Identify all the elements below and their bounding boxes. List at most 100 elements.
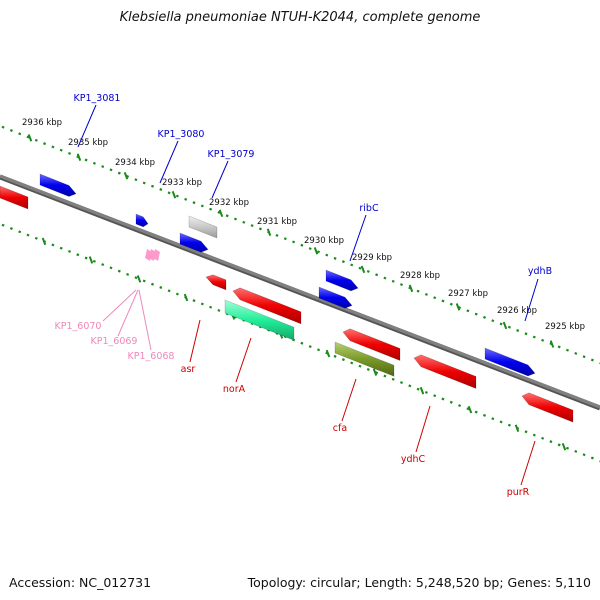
lower-tick-dot (341, 358, 345, 362)
gene-label-KP1_3079: KP1_3079 (208, 149, 255, 160)
lower-tick-dot (499, 420, 503, 424)
lower-major-tick (88, 256, 94, 264)
gene-label-KP1_6070: KP1_6070 (55, 321, 102, 332)
lower-tick-dot (1, 223, 5, 227)
scale-label-2928: 2928 kbp (400, 271, 440, 281)
upper-tick-dot (333, 256, 337, 260)
lower-tick-dot (9, 227, 13, 230)
upper-tick-dot (283, 237, 287, 241)
leader-line-ribC (349, 214, 367, 262)
lower-major-tick (419, 386, 425, 395)
upper-tick-dot (532, 335, 536, 339)
backbone-layer (0, 174, 600, 411)
upper-major-tick (360, 265, 366, 274)
lower-tick-dot (59, 246, 63, 250)
upper-tick-dot (590, 358, 594, 362)
lower-tick-dot (383, 374, 387, 378)
scale-label-2925: 2925 kbp (545, 322, 585, 332)
gene-label-KP1_3081: KP1_3081 (74, 93, 121, 104)
upper-tick-dot (507, 325, 511, 329)
lower-tick-dot (101, 263, 105, 267)
upper-tick-dot (541, 338, 545, 342)
leader-line-KP1_3081 (77, 104, 97, 148)
scale-label-2930: 2930 kbp (304, 236, 344, 246)
upper-tick-dot (209, 207, 213, 211)
lower-tick-dot (192, 299, 196, 303)
upper-tick-dot (292, 240, 296, 244)
upper-major-tick (171, 190, 177, 199)
lower-tick-dot (76, 253, 80, 257)
upper-tick-dot (258, 227, 262, 231)
gene-label-KP1_6069: KP1_6069 (91, 336, 138, 347)
lower-tick-dot (150, 282, 155, 286)
leader-line-KP1_6069 (117, 289, 139, 337)
lower-major-tick (41, 237, 47, 246)
upper-tick-dot (366, 270, 370, 273)
backbone-line (0, 174, 600, 409)
lower-tick-dot (590, 456, 594, 460)
upper-tick-dot (416, 289, 420, 293)
upper-tick-dot (84, 158, 88, 162)
upper-tick-dot (92, 161, 96, 165)
upper-tick-dot (466, 309, 470, 313)
upper-tick-dot (375, 273, 379, 277)
lower-tick-dot (466, 407, 470, 411)
lower-major-tick (514, 424, 520, 432)
lower-tick-dot (574, 449, 578, 453)
lower-tick-dot (300, 341, 304, 345)
upper-tick-dot (308, 247, 312, 250)
upper-tick-dot (565, 348, 570, 352)
lower-tick-dot (541, 436, 545, 440)
upper-tick-dot (275, 233, 279, 237)
gene-bar-norA (232, 287, 302, 325)
gene-bar-ydhC (413, 354, 477, 389)
tick-track-layer (1, 125, 600, 463)
upper-tick-dot (350, 263, 354, 267)
lower-tick-dot (26, 233, 30, 237)
upper-major-tick (218, 209, 224, 218)
lower-tick-dot (524, 430, 528, 434)
upper-tick-dot (449, 302, 453, 306)
upper-tick-dot (383, 276, 387, 280)
scale-label-2927: 2927 kbp (448, 289, 488, 299)
upper-tick-dot (341, 260, 345, 264)
lower-tick-dot (399, 381, 404, 385)
gene-label-ribC: ribC (359, 203, 379, 214)
upper-major-tick (313, 247, 319, 255)
lower-tick-dot (134, 276, 138, 280)
lower-tick-dot (565, 446, 570, 450)
gene-bar-small-fwd (135, 213, 149, 228)
upper-tick-dot (134, 178, 138, 182)
upper-tick-dot (233, 217, 238, 221)
lower-tick-dot (416, 387, 420, 391)
scale-label-2933: 2933 kbp (162, 178, 202, 188)
gene-bar-KP1_3081 (39, 173, 77, 197)
upper-tick-dot (9, 129, 13, 132)
leader-line-asr (189, 319, 201, 363)
lower-tick-dot (308, 345, 312, 348)
lower-tick-dot (532, 433, 536, 437)
lower-tick-dot (109, 266, 113, 270)
leader-line-purR (520, 440, 536, 486)
lower-tick-dot (366, 368, 370, 371)
upper-major-tick (455, 303, 461, 311)
lower-tick-dot (117, 269, 121, 273)
upper-tick-dot (150, 184, 155, 188)
upper-major-tick (123, 172, 129, 180)
upper-tick-dot (574, 351, 578, 355)
upper-tick-dot (43, 142, 47, 146)
leader-line-ydhB (524, 278, 539, 322)
gene-bar-other (334, 341, 395, 377)
upper-tick-dot (67, 151, 72, 155)
gene-bar-purR (521, 392, 574, 423)
lower-tick-dot (441, 397, 445, 401)
upper-tick-dot (441, 299, 445, 303)
gene-bar-KP1_3079 (179, 232, 209, 253)
upper-major-tick (408, 284, 414, 293)
gene-label-norA: norA (223, 384, 246, 395)
upper-major-tick (266, 228, 272, 237)
lower-tick-dot (449, 400, 453, 404)
gene-bar-KP1_60610 (153, 249, 160, 261)
lower-tick-dot (34, 236, 38, 240)
